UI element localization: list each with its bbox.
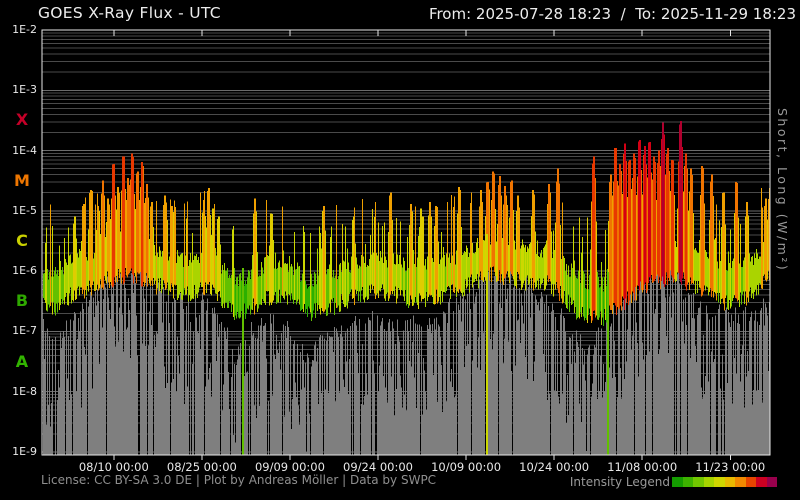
- legend-color-swatch: [682, 477, 693, 487]
- x-tick-label: 08/25 00:00: [166, 460, 237, 474]
- flare-class-label-c: C: [16, 230, 28, 250]
- legend-color-swatch: [703, 477, 714, 487]
- flare-class-label-x: X: [15, 110, 29, 130]
- y-axis-right-label: Short, Long (W/m²): [775, 108, 790, 273]
- flare-class-label-a: A: [15, 351, 29, 371]
- date-range-label: From: 2025-07-28 18:23 / To: 2025-11-29 …: [428, 5, 796, 23]
- flare-class-label-b: B: [15, 291, 29, 311]
- y-tick-label: 1E-5: [12, 203, 37, 217]
- x-tick-label: 09/24 00:00: [343, 460, 413, 474]
- y-tick-label: 1E-2: [12, 23, 37, 36]
- flare-class-label-m: M: [14, 170, 30, 190]
- x-tick-label: 10/24 00:00: [519, 460, 590, 474]
- y-tick-label: 1E-3: [12, 83, 37, 97]
- legend-color-swatch: [724, 477, 735, 487]
- legend-color-swatch: [756, 477, 767, 487]
- legend-color-swatch: [735, 477, 746, 487]
- x-tick-label: 09/09 00:00: [254, 460, 325, 474]
- intensity-legend-label: Intensity Legend: [569, 475, 670, 489]
- x-tick-label: 10/09 00:00: [431, 460, 502, 474]
- y-tick-label: 1E-4: [12, 143, 37, 157]
- legend-color-swatch: [693, 477, 704, 487]
- x-tick-label: 08/10 00:00: [78, 460, 149, 474]
- page-title: GOES X-Ray Flux - UTC: [38, 4, 221, 22]
- y-tick-label: 1E-6: [12, 264, 37, 278]
- legend-color-swatch: [672, 477, 683, 487]
- y-tick-label: 1E-9: [12, 444, 37, 458]
- x-tick-label: 11/08 00:00: [607, 460, 678, 474]
- legend-color-swatch: [766, 477, 777, 487]
- intensity-legend-gradient: [672, 477, 777, 487]
- license-text: License: CC BY-SA 3.0 DE | Plot by Andre…: [41, 473, 437, 487]
- y-tick-label: 1E-7: [12, 324, 37, 338]
- x-tick-label: 11/23 00:00: [695, 460, 766, 474]
- legend-color-swatch: [714, 477, 725, 487]
- legend-color-swatch: [745, 477, 756, 487]
- y-tick-label: 1E-8: [12, 384, 37, 398]
